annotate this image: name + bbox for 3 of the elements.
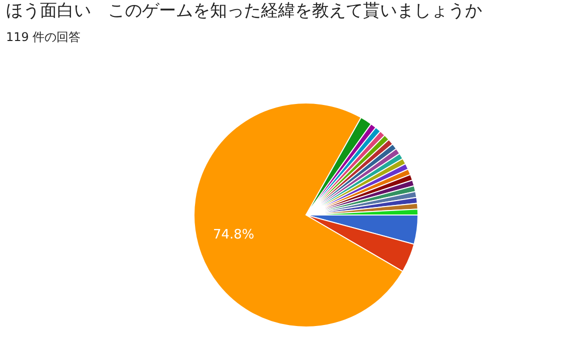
chart-title: ほう面白い このゲームを知った経緯を教えて貰いましょうか	[6, 1, 482, 21]
data-label: 74.8%	[212, 228, 254, 243]
text: 119 件の回答	[6, 30, 81, 44]
